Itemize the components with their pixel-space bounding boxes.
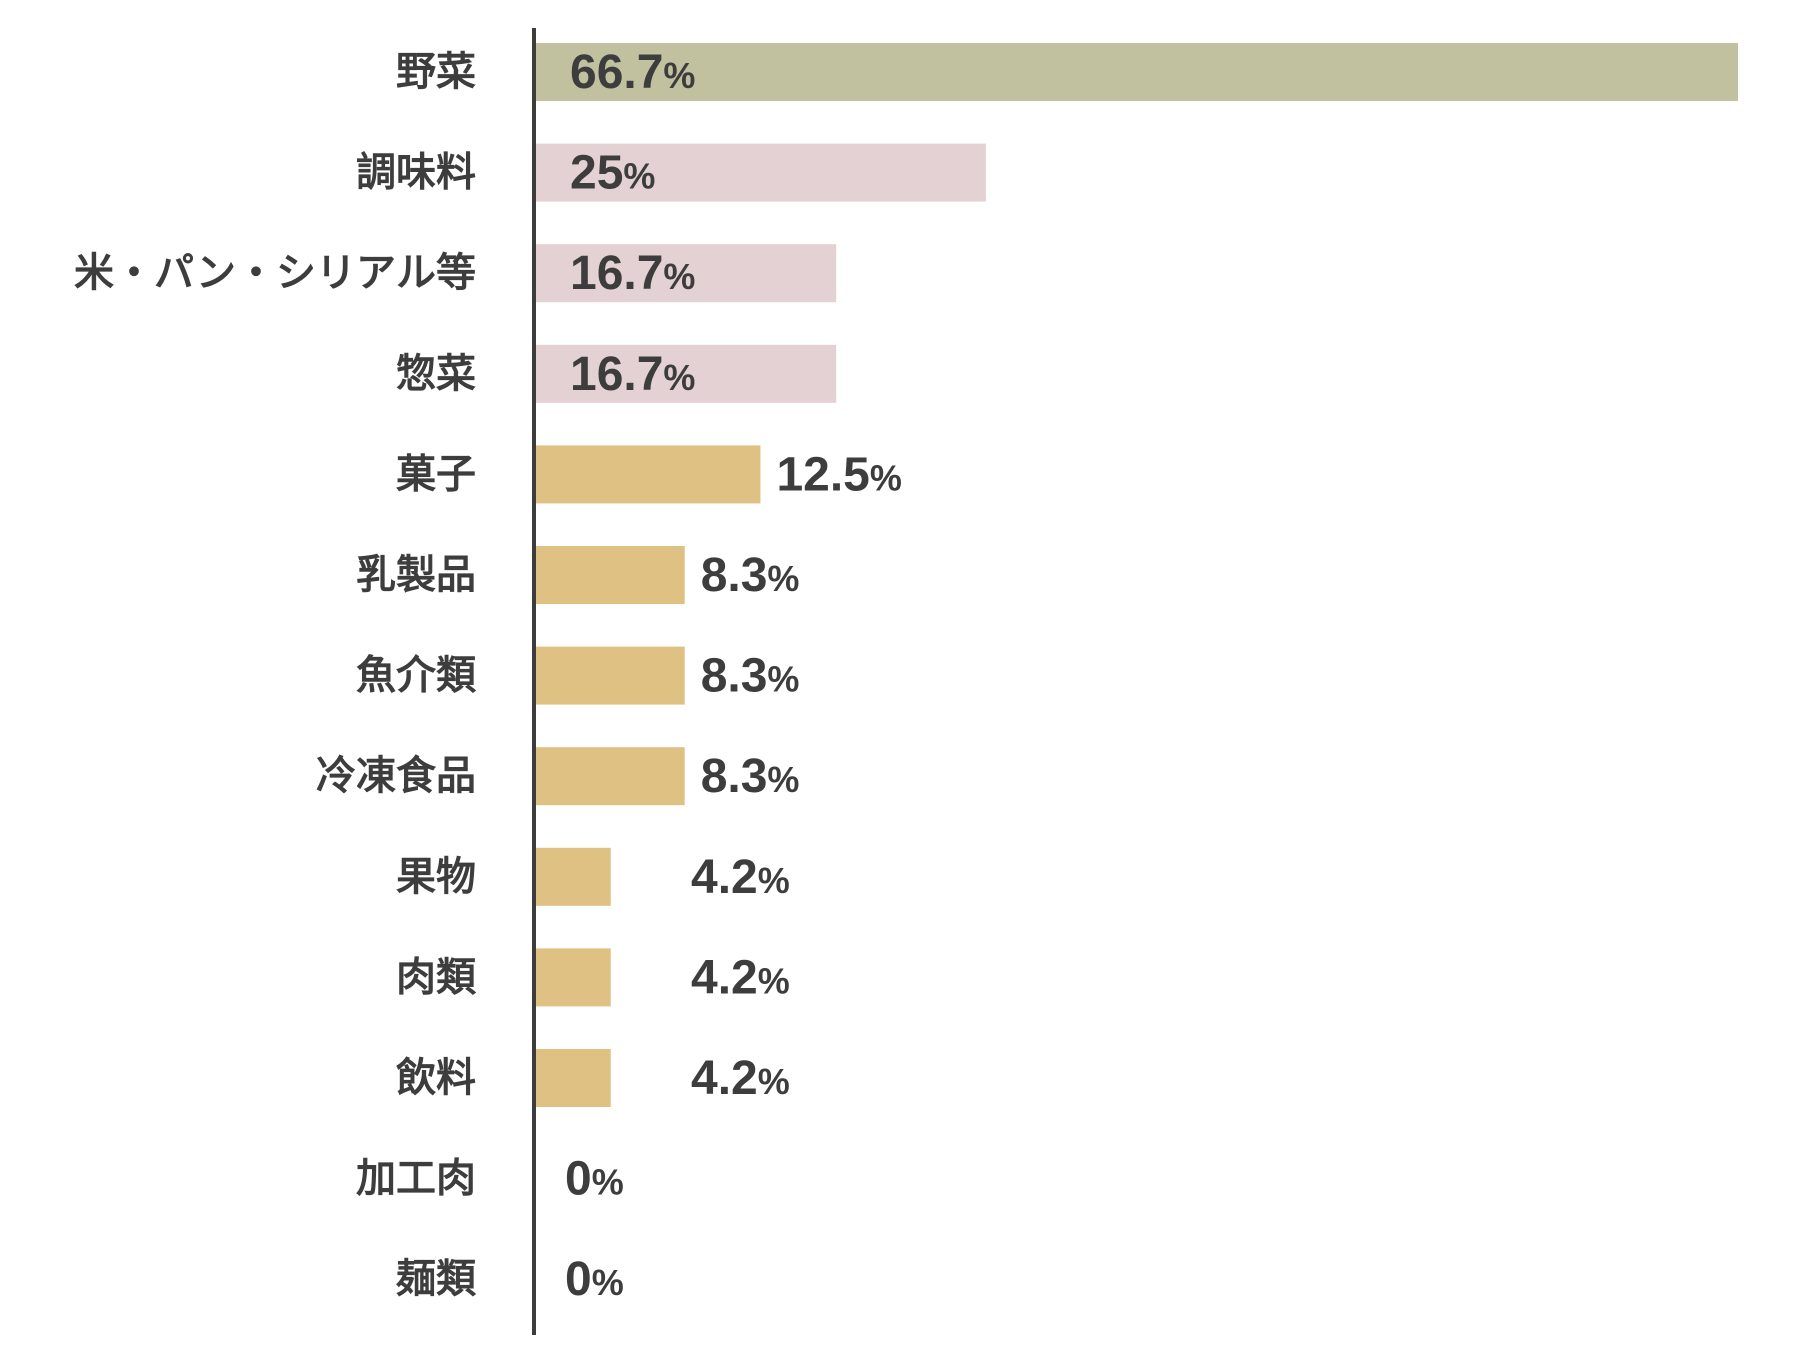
- category-label: 調味料: [356, 150, 476, 196]
- category-label: 米・パン・シリアル等: [74, 250, 476, 296]
- category-label: 麺類: [396, 1256, 477, 1302]
- data-label: 0%: [565, 1153, 624, 1206]
- data-label: 66.7%: [570, 46, 695, 99]
- data-label: 16.7%: [570, 247, 695, 300]
- bar: [535, 244, 837, 303]
- data-label: 0%: [565, 1253, 624, 1306]
- bar: [535, 747, 685, 806]
- category-label: 菓子: [396, 451, 476, 497]
- category-label: 魚介類: [356, 653, 477, 699]
- data-label: 8.3%: [701, 549, 800, 602]
- category-label: 飲料: [396, 1055, 476, 1101]
- data-label: 8.3%: [701, 750, 800, 803]
- data-label: 4.2%: [691, 951, 790, 1004]
- data-label: 4.2%: [691, 851, 790, 904]
- category-label: 冷凍食品: [316, 753, 476, 799]
- category-label: 惣菜: [396, 351, 476, 397]
- category-label: 野菜: [396, 49, 476, 95]
- data-label: 8.3%: [701, 650, 800, 703]
- bar: [535, 445, 761, 504]
- data-label: 12.5%: [776, 448, 901, 501]
- category-label: 果物: [396, 854, 476, 900]
- data-label: 4.2%: [691, 1052, 790, 1105]
- bars-layer: [535, 43, 1738, 1107]
- data-label: 25%: [570, 147, 655, 200]
- bar: [535, 948, 611, 1007]
- bar: [535, 1049, 611, 1107]
- category-label: 加工肉: [356, 1156, 476, 1202]
- category-label: 肉類: [396, 954, 477, 1000]
- bar: [535, 646, 685, 705]
- bar: [535, 344, 837, 403]
- bar: [535, 43, 1738, 101]
- bar: [535, 143, 986, 202]
- bar: [535, 847, 611, 906]
- value-labels: 66.7% 25% 16.7% 16.7% 12.5% 8.3% 8.3% 8.3% 4.2% 4…: [565, 46, 902, 1306]
- data-label: 16.7%: [570, 348, 695, 401]
- category-label: 乳製品: [356, 552, 476, 598]
- bar: [535, 546, 685, 604]
